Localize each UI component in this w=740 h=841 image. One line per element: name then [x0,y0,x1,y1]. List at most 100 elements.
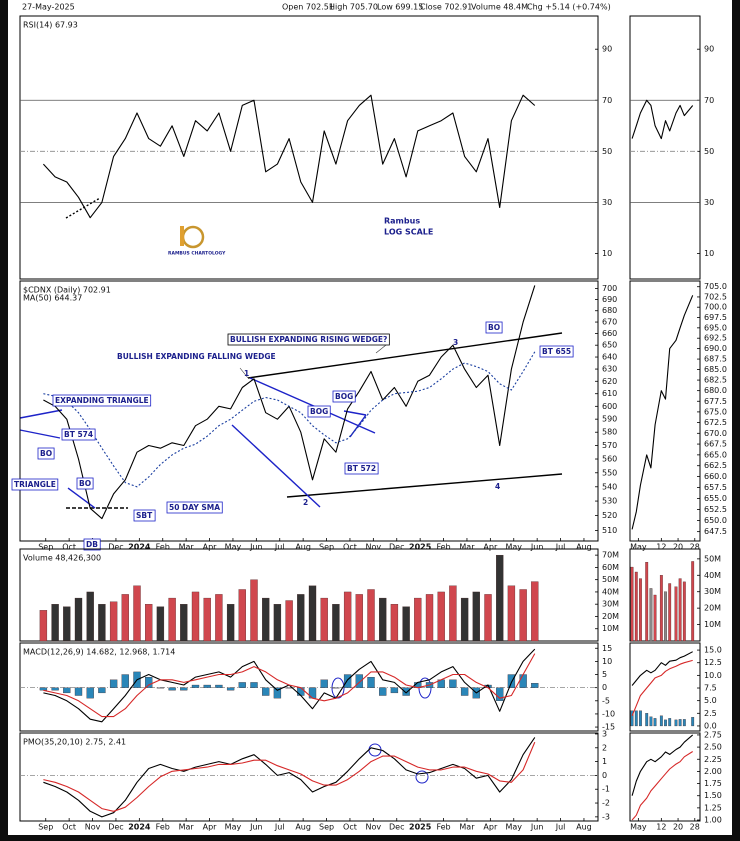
annotation: LOG SCALE [384,228,433,237]
x-tick-label: Nov [366,823,382,832]
x-tick-label: 28 [690,823,700,832]
bar [472,591,480,642]
y-tick-label: 695.0 [704,323,727,332]
bar [682,719,686,727]
annotation-box [166,501,223,514]
x-tick-label: Jun [530,543,544,552]
bar [645,561,649,642]
x-tick-label: 28 [690,543,700,552]
x-tick-label: Mar [179,823,195,832]
series-line [43,741,536,812]
x-tick-label: Mar [179,543,195,552]
bar [449,585,457,642]
x-tick-label: Sep [38,823,53,832]
bar [273,604,282,642]
date: 27-May-2025 [22,3,75,12]
annotation-box [133,509,156,522]
annotation-box [332,390,356,403]
y-tick-label: 15 [602,644,612,653]
x-tick-label: Apr [203,823,218,832]
y-tick-label: 50 [704,147,714,156]
y-tick-label: 662.5 [704,461,727,470]
x-tick-label: May [630,823,647,832]
bar [86,591,94,642]
bar [674,719,678,727]
y-tick-label: 677.5 [704,397,727,406]
annotation: BULLISH EXPANDING RISING WEDGE? [230,335,387,344]
bar [390,687,399,694]
y-tick-label: 670.0 [704,429,727,438]
quote: High 705.70 [329,3,378,12]
y-tick-label: 2.00 [704,767,722,776]
annotation-box [11,478,59,491]
bar [121,674,129,688]
annotation: 4 [495,482,500,491]
y-tick-label: 1.50 [704,791,722,800]
x-tick-label: 20 [673,543,683,552]
y-tick-label: 530 [602,497,617,506]
y-tick-label: 20M [602,612,619,621]
y-tick-label: 70 [602,96,612,105]
trendline [247,332,563,379]
y-tick-label: -2 [602,799,610,808]
x-tick-label: May [505,823,522,832]
panel [19,732,599,822]
bar [390,604,399,642]
trendline [286,473,563,498]
y-tick-label: 2.5 [704,709,717,718]
series-line [631,99,694,140]
y-tick-label: 90 [704,45,714,54]
bar [645,713,649,727]
y-tick-label: 510 [602,526,617,535]
bar [414,597,422,642]
bar [639,578,642,642]
bar [238,682,246,688]
annotation: Rambus [384,217,420,226]
annotation-box [52,394,152,407]
x-tick-label: 2024 [128,543,151,552]
x-tick-label: Jul [274,543,285,552]
bar [519,589,527,642]
annotation: SBT [136,511,153,520]
y-tick-label: 520 [602,511,617,520]
annotation: BO [40,449,52,458]
annotation: BOG [310,407,328,416]
panel [629,732,701,822]
y-tick-label: 690.0 [704,344,727,353]
bar [355,674,363,688]
bar [121,594,129,642]
x-tick-label: Apr [483,543,498,552]
bar [98,604,106,642]
bar [678,719,682,727]
bar [678,578,682,642]
bar [691,561,695,642]
y-tick-label: -15 [602,723,615,732]
y-tick-label: -1 [602,785,610,794]
bar [653,718,657,727]
panel [19,15,599,280]
bar [437,591,445,642]
bar [649,716,653,727]
bar [664,719,667,727]
y-tick-label: -3 [602,812,610,821]
x-tick-label: May [630,543,647,552]
annotation: RAMBUS CHARTOLOGY [168,251,226,257]
y-tick-label: -5 [602,696,610,705]
bar [180,687,188,691]
y-tick-label: 680 [602,306,617,315]
x-tick-label: Sep [319,543,334,552]
bar [215,594,223,642]
y-tick-label: 1.25 [704,803,722,812]
bar [449,679,457,688]
bar [226,687,235,691]
annotation: BO [79,479,91,488]
trendline [231,424,321,508]
series-line [42,94,536,219]
y-tick-label: 685.0 [704,365,727,374]
x-tick-label: Aug [576,543,592,552]
logo-bar [180,226,184,246]
x-tick-label: Jul [555,543,566,552]
x-tick-label: Oct [62,823,76,832]
bar [355,594,363,642]
bar [308,585,317,642]
